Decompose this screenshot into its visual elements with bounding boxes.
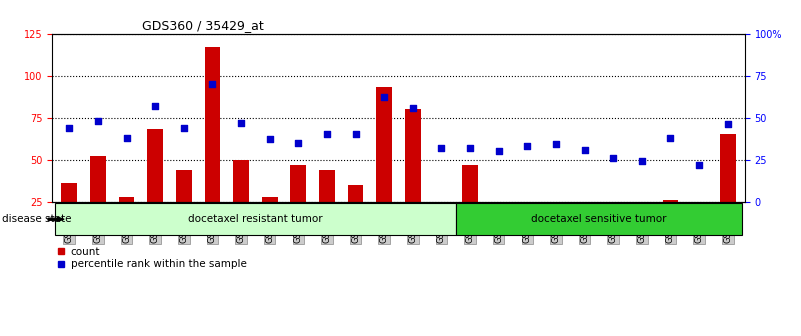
Bar <box>433 207 449 244</box>
Bar <box>348 185 364 244</box>
Bar <box>62 183 77 244</box>
Bar <box>606 235 621 244</box>
Bar <box>491 205 506 244</box>
Bar <box>548 213 564 244</box>
Bar <box>634 220 650 244</box>
Point <box>607 155 620 161</box>
Point <box>578 147 591 152</box>
Point <box>722 122 735 127</box>
Bar <box>520 213 535 244</box>
Point <box>120 135 133 140</box>
Point <box>62 125 75 130</box>
Point <box>320 132 333 137</box>
Point <box>264 137 276 142</box>
Point <box>693 162 706 167</box>
Bar <box>662 200 678 244</box>
Point <box>235 120 248 125</box>
Point <box>349 132 362 137</box>
Text: docetaxel sensitive tumor: docetaxel sensitive tumor <box>531 214 666 224</box>
Bar <box>204 47 220 244</box>
Point <box>521 143 533 149</box>
Point <box>549 142 562 147</box>
Bar <box>147 129 163 244</box>
Bar <box>462 165 478 244</box>
Text: GDS360 / 35429_at: GDS360 / 35429_at <box>142 19 264 33</box>
Point <box>435 145 448 151</box>
Point <box>406 105 419 110</box>
Bar <box>262 197 277 244</box>
Bar <box>291 165 306 244</box>
Legend: count, percentile rank within the sample: count, percentile rank within the sample <box>58 247 247 269</box>
Point <box>664 135 677 140</box>
Bar <box>176 170 191 244</box>
Point <box>378 95 391 100</box>
FancyBboxPatch shape <box>456 203 742 235</box>
Point <box>635 159 648 164</box>
Text: docetaxel resistant tumor: docetaxel resistant tumor <box>188 214 323 224</box>
Point <box>292 140 304 145</box>
Bar <box>233 160 249 244</box>
Point <box>206 81 219 87</box>
Point <box>177 125 190 130</box>
Bar <box>720 134 735 244</box>
Bar <box>405 109 421 244</box>
Text: disease state: disease state <box>2 214 71 224</box>
Bar <box>90 156 106 244</box>
Point <box>149 103 162 109</box>
Point <box>91 118 104 124</box>
Bar <box>319 170 335 244</box>
Bar <box>691 235 707 244</box>
FancyBboxPatch shape <box>55 203 456 235</box>
Bar <box>376 87 392 244</box>
Point <box>464 145 477 151</box>
Bar <box>577 213 593 244</box>
Bar <box>119 197 135 244</box>
Point <box>493 149 505 154</box>
